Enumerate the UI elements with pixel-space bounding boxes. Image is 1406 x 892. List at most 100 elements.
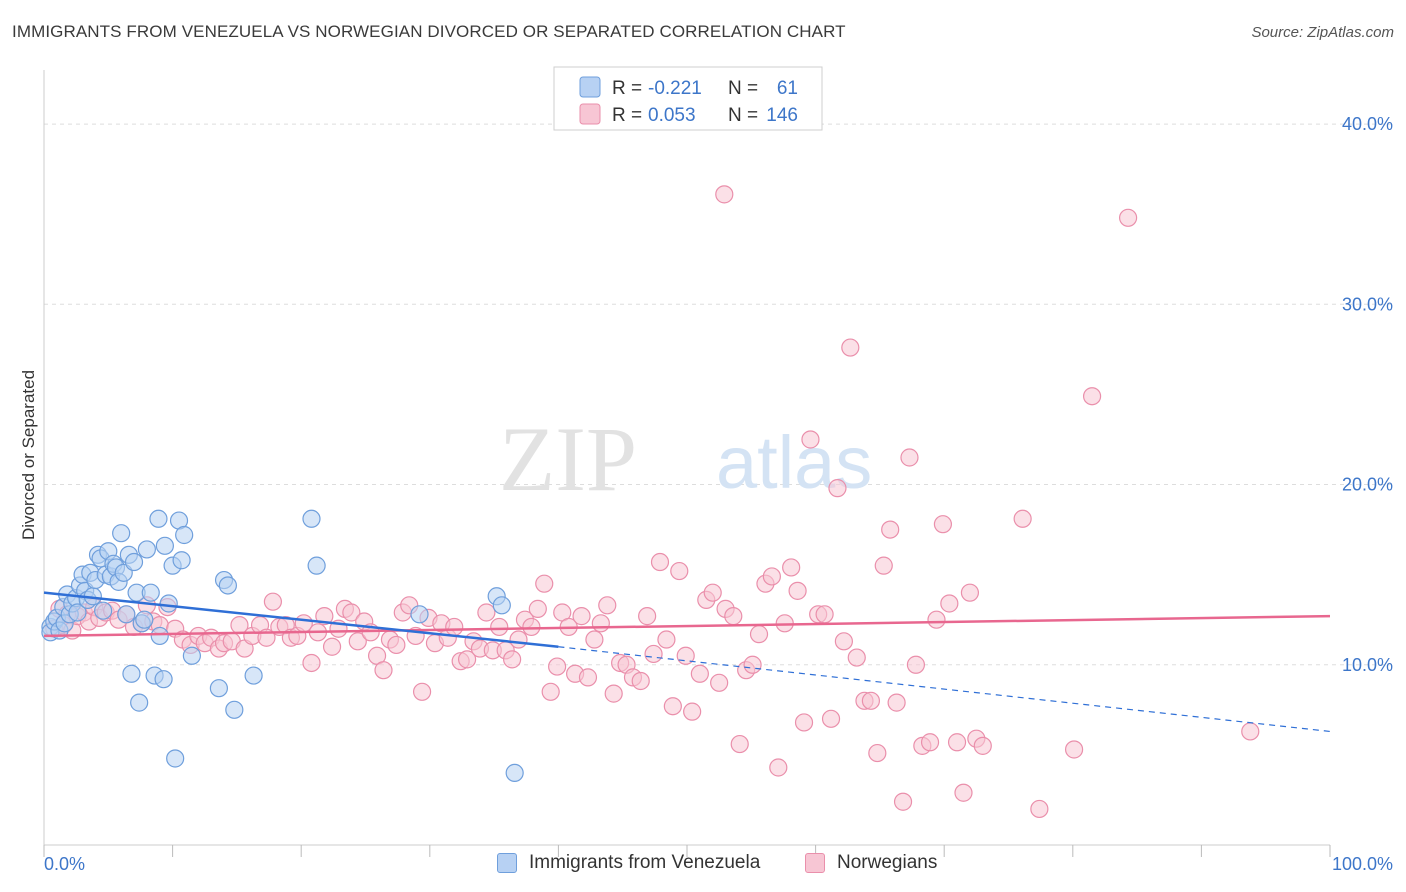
axes [43, 70, 1331, 857]
norwegian-point [762, 567, 781, 586]
y-tick-label: 30.0% [1342, 294, 1393, 314]
venezuela-point [122, 664, 141, 683]
norwegian-point [1030, 799, 1049, 819]
norwegian-point [1064, 740, 1084, 759]
norwegian-point [868, 743, 887, 763]
venezuela-point [155, 536, 174, 555]
venezuela-point [150, 626, 169, 646]
norwegian-point [906, 655, 926, 674]
norwegian-point [769, 758, 788, 777]
norwegian-point [782, 558, 801, 577]
norwegian-point [670, 561, 689, 581]
stats-r-value-venezuela: -0.221 [648, 78, 702, 99]
norwegian-point [881, 520, 900, 539]
norwegian-point [644, 644, 663, 664]
venezuela-point [141, 583, 160, 602]
norwegian-point [598, 596, 617, 615]
venezuela-point [505, 763, 524, 783]
venezuela-point [244, 666, 263, 685]
venezuela-point [225, 700, 244, 719]
norwegian-point [591, 614, 610, 633]
norwegian-point [522, 617, 541, 637]
stats-r-label-norwegians: R = [612, 105, 642, 126]
norwegian-point [821, 709, 841, 728]
stats-r-label-venezuela: R = [612, 78, 642, 99]
y-tick-label: 40.0% [1342, 114, 1393, 134]
legend-label-venezuela: Immigrants from Venezuela [529, 852, 761, 873]
venezuela-point [209, 679, 228, 698]
y-tick-label: 10.0% [1342, 655, 1393, 675]
norwegian-point [973, 736, 992, 755]
norwegian-point [815, 605, 834, 624]
venezuela-point [172, 551, 191, 570]
norwegian-point [1118, 208, 1138, 227]
legend-swatch-norwegians [805, 853, 825, 873]
norwegian-point [834, 632, 853, 651]
norwegian-point [947, 733, 967, 752]
norwegian-point [548, 657, 567, 676]
venezuela-point [94, 601, 113, 620]
stats-r-value-norwegians: 0.053 [648, 105, 696, 126]
norwegian-point [342, 603, 361, 622]
venezuela-point [149, 509, 168, 528]
venezuela-point [68, 603, 87, 622]
venezuela-point [130, 693, 149, 712]
norwegian-point [847, 648, 866, 667]
norwegian-point [730, 734, 749, 754]
norwegian-point [663, 697, 682, 716]
norwegian-point [788, 581, 807, 600]
norwegian-point [690, 664, 709, 683]
trend-lines [43, 591, 1331, 733]
norwegian-point [724, 607, 743, 626]
norwegian-point [302, 653, 321, 673]
venezuela-point [159, 594, 178, 613]
source-note: Source: ZipAtlas.com [1251, 24, 1394, 41]
y-tick-label: 20.0% [1342, 475, 1393, 495]
venezuela-point [166, 749, 185, 768]
norwegian-point [794, 713, 814, 732]
norwegian-point [893, 792, 913, 811]
norwegian-point [445, 617, 464, 637]
venezuela-point [135, 610, 154, 629]
norwegian-point [585, 630, 604, 649]
norwegian-point [900, 448, 919, 467]
legend-item-norwegians: Norwegians [805, 852, 937, 874]
norwegian-point [657, 630, 676, 649]
norwegian-point [348, 632, 367, 651]
norwegian-point [604, 684, 623, 703]
norwegian-point [703, 583, 722, 602]
watermark: ZIP atlas [499, 408, 872, 510]
stats-n-value-venezuela: 61 [777, 78, 798, 99]
x-tick-label-max: 100.0% [1332, 854, 1393, 874]
gridlines [44, 123, 1392, 666]
norwegian-point [650, 552, 670, 572]
stats-n-value-norwegians: 146 [766, 105, 798, 126]
norwegian-point [631, 671, 650, 691]
norwegian-point [940, 594, 959, 613]
norwegian-point [322, 637, 342, 656]
venezuela-point [117, 605, 136, 624]
chart-title: IMMIGRANTS FROM VENEZUELA VS NORWEGIAN D… [12, 22, 846, 41]
norwegian-point [477, 603, 496, 622]
norwegian-point [1082, 387, 1102, 406]
venezuela-point [175, 525, 194, 545]
venezuela-point [410, 605, 429, 624]
norwegian-point [1241, 722, 1260, 741]
norwegian-point [541, 682, 560, 701]
data-points [41, 185, 1260, 819]
venezuela-point [182, 646, 201, 665]
venezuela-point [307, 556, 326, 575]
norwegian-point [861, 691, 880, 710]
norwegian-point [457, 650, 477, 669]
norwegian-point [683, 702, 702, 721]
stats-legend: R = -0.221 N = 61 R = 0.053 N = 146 [553, 66, 823, 131]
norwegian-point [509, 630, 528, 649]
series-legend: Immigrants from Venezuela Norwegians [0, 850, 1406, 880]
norwegian-point [528, 599, 547, 618]
norwegian-point [315, 607, 334, 626]
norwegian-point [874, 556, 893, 575]
venezuela-point [492, 596, 511, 615]
norwegian-point [749, 625, 769, 644]
norwegian-point [954, 783, 973, 802]
norwegian-point [374, 661, 393, 680]
